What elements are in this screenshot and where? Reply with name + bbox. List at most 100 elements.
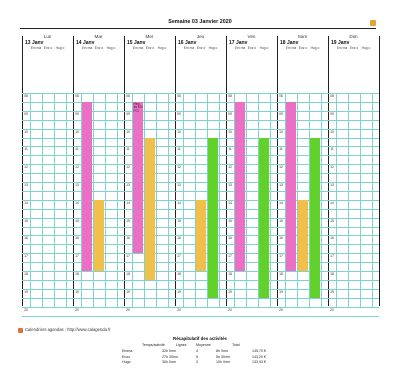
day-date: 18 Janv (280, 40, 299, 46)
hour-label: 18 (279, 272, 283, 276)
hour-label: 08 (75, 94, 79, 98)
hour-label: 17 (228, 254, 232, 259)
hour-label: 18 (177, 272, 181, 276)
person-column-label: Enz o (247, 46, 257, 50)
hour-label: 12 (24, 165, 28, 170)
recap-person: Emma (122, 349, 133, 353)
grid-horizontal-line (22, 93, 379, 94)
hour-label: 12 (228, 165, 232, 170)
day-date: 16 Janv (178, 40, 197, 46)
recap-title: Récapitulatif des activités (173, 336, 227, 341)
recap-value: 27h 30mn (162, 354, 178, 359)
hour-label: 14 (126, 200, 130, 205)
hour-label: 20 (330, 307, 334, 312)
hour-label: 15 (126, 218, 130, 223)
hour-label: 10 (330, 129, 334, 134)
day-column-divider (175, 36, 176, 306)
day-date: 17 Janv (229, 40, 248, 46)
hour-label: 09 (279, 111, 283, 116)
hour-label: 13 (75, 183, 79, 187)
hour-label: 20 (75, 307, 79, 312)
day-header[interactable]: Sam 18 Janv Em ma Enz o Hug o (277, 34, 328, 56)
hour-label: 12 (75, 165, 79, 170)
hour-label: 19 (126, 289, 130, 294)
person-column-label: Hug o (55, 46, 65, 50)
grid-horizontal-line (22, 164, 379, 166)
hour-label: 19 (24, 289, 28, 294)
hour-label: 12 (330, 165, 334, 170)
page-title: Semaine 03 Janvier 2020 (168, 19, 232, 25)
hour-label: 16 (126, 236, 130, 241)
grid-horizontal-line (22, 182, 379, 183)
person-column-label: Enz o (145, 46, 155, 50)
activity-block[interactable] (196, 199, 206, 271)
recap-value: 145,70 € (252, 349, 266, 353)
day-header[interactable]: Dim 19 Janv Em ma Enz o Hug o (328, 34, 379, 56)
hour-label: 11 (126, 147, 130, 152)
hour-label: 13 (228, 183, 232, 187)
hour-label: 20 (24, 307, 28, 312)
grid-horizontal-line (22, 137, 379, 139)
hour-label: 19 (330, 289, 334, 294)
activity-block[interactable] (82, 101, 92, 271)
grid-horizontal-line (22, 146, 379, 148)
day-header[interactable]: Lun 13 Janv Em ma Enz o Hug o (22, 34, 73, 56)
hour-label: 20 (126, 307, 130, 312)
day-header[interactable]: Mar 14 Janv Em ma Enz o Hug o (73, 34, 124, 56)
person-column-label: Enz o (298, 46, 308, 50)
grid-horizontal-line (22, 288, 379, 290)
day-header[interactable]: Jeu 16 Janv Em ma Enz o Hug o (175, 34, 226, 56)
hour-label: 10 (75, 129, 79, 134)
grid-horizontal-line (22, 271, 379, 272)
hour-label: 09 (177, 111, 181, 116)
title-divider (20, 28, 376, 29)
person-column-label: Em ma (30, 46, 42, 50)
hour-label: 15 (24, 218, 28, 223)
hour-label: 15 (177, 218, 181, 223)
activity-block[interactable] (145, 137, 155, 280)
hour-label: 10 (279, 129, 283, 134)
recap-value: 8h 0mn (216, 349, 228, 353)
hour-label: 20 (228, 307, 232, 312)
hour-label: 20 (279, 307, 283, 312)
activity-block[interactable] (208, 137, 218, 298)
hour-label: 12 (177, 165, 181, 170)
hour-label: 19 (75, 289, 79, 294)
grid-horizontal-line (22, 173, 379, 175)
activity-block[interactable] (133, 101, 143, 254)
activity-block[interactable] (94, 199, 104, 271)
hour-label: 11 (228, 147, 232, 152)
activity-block[interactable] (298, 199, 308, 271)
person-column-label: Em ma (285, 46, 297, 50)
day-header[interactable]: Mer 15 Janv Em ma Enz o Hug o (124, 34, 175, 56)
day-date: 15 Janv (127, 40, 146, 46)
day-header[interactable]: Ven 17 Janv Em ma Enz o Hug o (226, 34, 277, 56)
footer-link[interactable]: Calendriers agendas : http://www.calagen… (25, 327, 111, 332)
activity-block[interactable] (259, 137, 269, 298)
hour-label: 15 (75, 218, 79, 223)
hour-label: 08 (330, 94, 334, 98)
hour-label: 12 (126, 165, 130, 170)
hour-label: 20 (177, 307, 181, 312)
hour-label: 12 (279, 165, 283, 170)
recap-value: 32h 0mn (162, 349, 176, 353)
hour-label: 16 (330, 236, 334, 241)
grid-horizontal-line (22, 315, 379, 317)
grid-horizontal-line (22, 306, 379, 308)
top-bar (0, 0, 394, 14)
activity-block[interactable] (310, 137, 320, 298)
person-column-label: Hug o (157, 46, 167, 50)
activity-block[interactable] (286, 101, 296, 271)
person-column-label: Em ma (336, 46, 348, 50)
hour-label: 14 (75, 200, 79, 205)
day-column-divider (328, 36, 329, 306)
person-column-label: Em ma (234, 46, 246, 50)
recap-person: Enzo (122, 354, 131, 359)
hour-label: 08 (177, 94, 181, 98)
activity-block[interactable] (235, 101, 245, 271)
hour-label: 19 (177, 289, 181, 294)
hour-label: 14 (330, 200, 334, 205)
hour-label: 13 (330, 183, 334, 187)
hour-label: 14 (24, 200, 28, 205)
recap-value: 4 (196, 349, 198, 353)
